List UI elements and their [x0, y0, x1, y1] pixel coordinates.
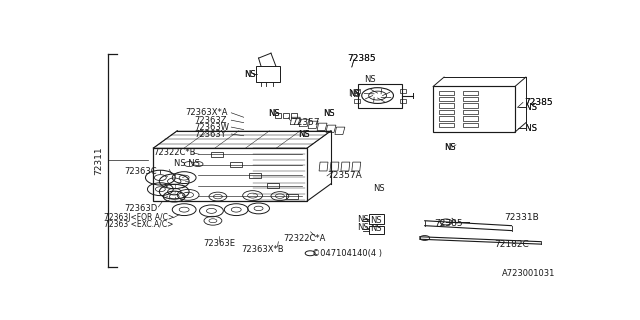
Text: 72385: 72385	[347, 54, 376, 63]
Text: 72385: 72385	[524, 98, 552, 107]
Text: 72363D: 72363D	[125, 204, 158, 213]
Text: 72363X*B: 72363X*B	[242, 244, 284, 253]
Bar	[248, 173, 260, 178]
Text: NS: NS	[323, 109, 335, 118]
Text: NS: NS	[356, 215, 369, 224]
Bar	[355, 89, 360, 93]
Text: NS: NS	[356, 223, 369, 232]
Bar	[154, 148, 307, 201]
Text: NS: NS	[364, 75, 375, 84]
Text: 72363Z: 72363Z	[194, 116, 227, 125]
Bar	[369, 226, 383, 234]
Text: NS NS: NS NS	[174, 159, 200, 168]
Text: NS: NS	[445, 143, 456, 152]
Bar	[463, 103, 478, 108]
Text: 72385: 72385	[347, 54, 376, 63]
Text: 72363J<FOR A/C>: 72363J<FOR A/C>	[104, 212, 174, 221]
Text: 72363X*A: 72363X*A	[186, 108, 228, 117]
Text: 72182C: 72182C	[495, 240, 529, 249]
Bar	[256, 66, 280, 82]
Bar	[463, 110, 478, 114]
Text: —NS: —NS	[518, 124, 538, 133]
Text: 72311: 72311	[94, 146, 103, 175]
Bar	[439, 97, 454, 101]
Text: 72363Y: 72363Y	[194, 130, 226, 139]
Bar	[283, 113, 289, 118]
Bar	[358, 84, 403, 108]
Bar	[355, 99, 360, 103]
Text: NS: NS	[370, 216, 381, 225]
Bar	[439, 123, 454, 127]
Text: 72322C*B: 72322C*B	[154, 148, 196, 157]
Bar	[275, 113, 281, 118]
Text: 72363E: 72363E	[203, 239, 235, 248]
Text: NS: NS	[372, 184, 384, 193]
Text: NS: NS	[349, 90, 360, 99]
Text: NS: NS	[244, 70, 255, 79]
Bar	[286, 194, 298, 198]
Bar	[369, 214, 383, 224]
Text: ©047104140(4 ): ©047104140(4 )	[312, 249, 382, 258]
Text: NS: NS	[298, 130, 310, 139]
Text: 72385: 72385	[434, 219, 463, 228]
Text: 72331B: 72331B	[504, 213, 540, 222]
Text: NS: NS	[370, 224, 381, 233]
Bar	[439, 110, 454, 114]
Text: 72385: 72385	[524, 98, 552, 107]
Bar	[463, 91, 478, 95]
Text: 72363W: 72363W	[194, 123, 229, 132]
Bar	[230, 162, 242, 167]
Bar	[433, 86, 515, 132]
Bar	[463, 123, 478, 127]
Bar	[400, 99, 406, 103]
Text: 72363 <EXC.A/C>: 72363 <EXC.A/C>	[104, 219, 173, 228]
Bar	[439, 116, 454, 121]
Bar	[211, 152, 223, 157]
Text: A723001031: A723001031	[502, 269, 555, 278]
Text: NS: NS	[445, 143, 456, 152]
Text: 72357: 72357	[291, 118, 319, 127]
Text: NS: NS	[269, 109, 280, 118]
Bar	[400, 89, 406, 93]
Bar	[268, 183, 280, 188]
Text: 72357A: 72357A	[327, 172, 362, 180]
Text: NS: NS	[244, 70, 255, 79]
Bar	[439, 91, 454, 95]
Bar	[439, 103, 454, 108]
Text: 72363C: 72363C	[125, 167, 157, 176]
Text: NS: NS	[298, 130, 310, 139]
Bar	[291, 113, 297, 118]
Text: —NS: —NS	[518, 103, 538, 112]
Text: NS: NS	[269, 109, 280, 118]
Text: NS: NS	[348, 89, 360, 98]
Text: —NS: —NS	[518, 103, 538, 112]
Bar	[463, 116, 478, 121]
Bar	[463, 97, 478, 101]
Text: —NS: —NS	[518, 124, 538, 132]
Text: 72322C*A: 72322C*A	[284, 234, 326, 243]
Text: NS: NS	[323, 109, 335, 118]
